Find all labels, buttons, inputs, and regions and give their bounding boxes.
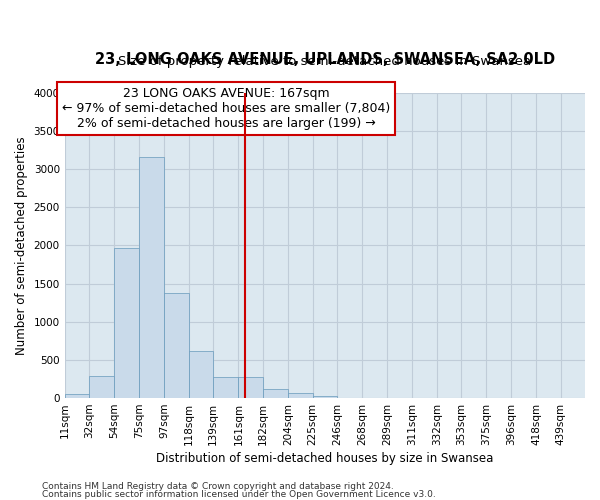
- Bar: [213, 376, 238, 398]
- Bar: [263, 389, 289, 398]
- Bar: [313, 396, 337, 398]
- Text: 23 LONG OAKS AVENUE: 167sqm
← 97% of semi-detached houses are smaller (7,804)
2%: 23 LONG OAKS AVENUE: 167sqm ← 97% of sem…: [62, 86, 390, 130]
- Text: Contains public sector information licensed under the Open Government Licence v3: Contains public sector information licen…: [42, 490, 436, 499]
- Bar: [188, 350, 213, 398]
- X-axis label: Distribution of semi-detached houses by size in Swansea: Distribution of semi-detached houses by …: [156, 452, 494, 465]
- Text: Contains HM Land Registry data © Crown copyright and database right 2024.: Contains HM Land Registry data © Crown c…: [42, 482, 394, 491]
- Bar: [89, 376, 115, 398]
- Y-axis label: Number of semi-detached properties: Number of semi-detached properties: [15, 136, 28, 354]
- Title: Size of property relative to semi-detached houses in Swansea: Size of property relative to semi-detach…: [118, 55, 532, 68]
- Bar: [164, 292, 188, 398]
- Bar: [289, 392, 313, 398]
- Bar: [139, 157, 164, 398]
- Bar: [115, 248, 139, 398]
- Bar: [238, 378, 263, 398]
- Text: 23, LONG OAKS AVENUE, UPLANDS, SWANSEA, SA2 0LD: 23, LONG OAKS AVENUE, UPLANDS, SWANSEA, …: [95, 52, 555, 67]
- Bar: [65, 394, 89, 398]
